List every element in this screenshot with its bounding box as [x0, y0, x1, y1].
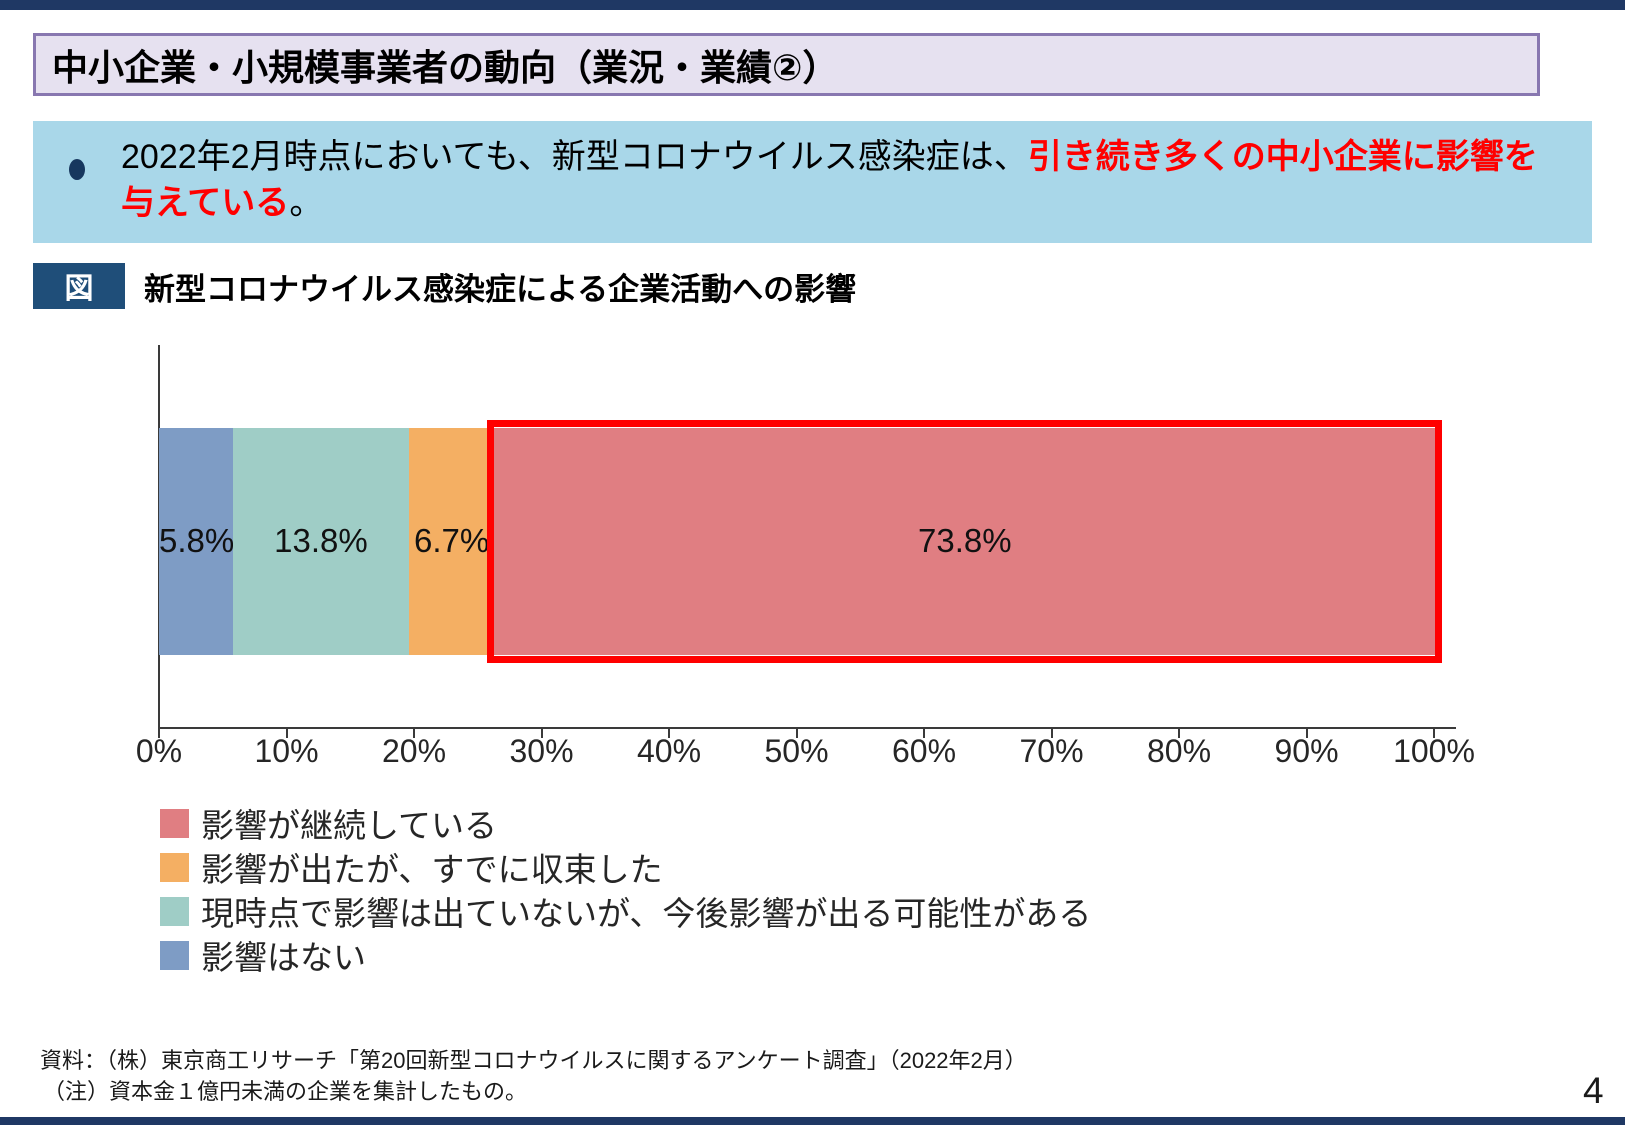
key-message-box: 2022年2月時点においても、新型コロナウイルス感染症は、引き続き多くの中小企業…: [33, 121, 1592, 243]
x-tick-label: 50%: [764, 733, 829, 769]
x-tick-mark: [413, 729, 415, 738]
x-tick-label: 80%: [1146, 733, 1212, 769]
slide-title-box: 中小企業・小規模事業者の動向（業況・業績②）: [33, 33, 1540, 96]
legend-item: 影響はない: [160, 933, 1091, 977]
page-number: 4: [1583, 1070, 1604, 1111]
figure-badge-label: 図: [64, 273, 94, 305]
bar-segment: [494, 428, 1436, 655]
x-axis-line: [158, 727, 1456, 729]
x-tick-label: 100%: [1393, 733, 1475, 769]
key-message-text: 2022年2月時点においても、新型コロナウイルス感染症は、引き続き多くの中小企業…: [121, 134, 1538, 226]
x-tick-label: 10%: [254, 733, 319, 769]
bar-segment-value-label: 5.8%: [159, 522, 235, 559]
chart-legend: 影響が継続している影響が出たが、すでに収束した現時点で影響は出ていないが、今後影…: [160, 801, 1091, 977]
x-tick-label: 20%: [381, 733, 447, 769]
footnotes: 資料：（株）東京商工リサーチ「第20回新型コロナウイルスに関するアンケート調査」…: [40, 1045, 1027, 1107]
key-message-black-2: 。: [289, 184, 324, 222]
slide-title: 中小企業・小規模事業者の動向（業況・業績②）: [52, 46, 839, 88]
key-message-line-1: 2022年2月時点においても、新型コロナウイルス感染症は、引き続き多くの中小企業…: [121, 134, 1538, 180]
source-note: 資料：（株）東京商工リサーチ「第20回新型コロナウイルスに関するアンケート調査」…: [40, 1048, 1027, 1073]
x-tick-label: 90%: [1274, 733, 1339, 769]
bar-segment-value-label: 6.7%: [413, 522, 490, 559]
x-tick-label: 0%: [135, 733, 183, 769]
legend-item: 影響が継続している: [160, 801, 1091, 845]
x-tick-mark: [540, 729, 543, 738]
x-tick-label: 60%: [891, 733, 957, 769]
bar-segment: [232, 428, 409, 655]
x-tick-label: 40%: [636, 733, 702, 769]
key-message-line-2: 与えている。: [121, 180, 1538, 226]
legend-swatch: [160, 940, 189, 970]
legend-label: 影響が出たが、すでに収束した: [201, 851, 663, 888]
x-tick-mark: [1178, 729, 1180, 738]
key-message-red-2: 与えている: [121, 184, 290, 222]
x-tick-mark: [668, 729, 670, 738]
legend-item: 現時点で影響は出ていないが、今後影響が出る可能性がある: [160, 889, 1091, 933]
x-tick-mark: [158, 729, 160, 738]
x-tick-mark: [285, 729, 288, 738]
legend-swatch: [160, 896, 189, 926]
legend-swatch: [160, 852, 189, 882]
bar-segment: [159, 428, 233, 655]
x-tick-mark: [795, 729, 798, 738]
figure-title: 新型コロナウイルス感染症による企業活動への影響: [144, 271, 857, 307]
data-note: （注）資本金１億円未満の企業を集計したもの。: [43, 1079, 528, 1104]
x-tick-mark: [1305, 729, 1308, 738]
figure-badge: 図: [33, 263, 125, 309]
key-message-black-1: 2022年2月時点においても、新型コロナウイルス感染症は、: [121, 138, 1028, 176]
legend-label: 影響はない: [201, 939, 366, 976]
key-message-red-1: 引き続き多くの中小企業に影響を: [1027, 138, 1538, 176]
bar-segment: [408, 428, 495, 655]
x-tick-mark: [923, 729, 925, 738]
legend-item: 影響が出たが、すでに収束した: [160, 845, 1091, 889]
top-edge-bar: [0, 0, 1625, 10]
x-tick-label: 70%: [1019, 733, 1084, 769]
highlight-outline: [487, 420, 1443, 663]
bar-segment-value-label: 13.8%: [274, 522, 368, 559]
x-tick-mark: [1433, 729, 1435, 738]
x-tick-label: 30%: [509, 733, 574, 769]
legend-label: 現時点で影響は出ていないが、今後影響が出る可能性がある: [201, 895, 1092, 932]
legend-swatch: [160, 808, 189, 838]
x-tick-mark: [1050, 729, 1053, 738]
bullet-icon: [69, 159, 85, 180]
legend-label: 影響が継続している: [201, 807, 498, 844]
bottom-edge-bar: [0, 1117, 1625, 1125]
bar-segment-value-label: 73.8%: [917, 522, 1012, 559]
